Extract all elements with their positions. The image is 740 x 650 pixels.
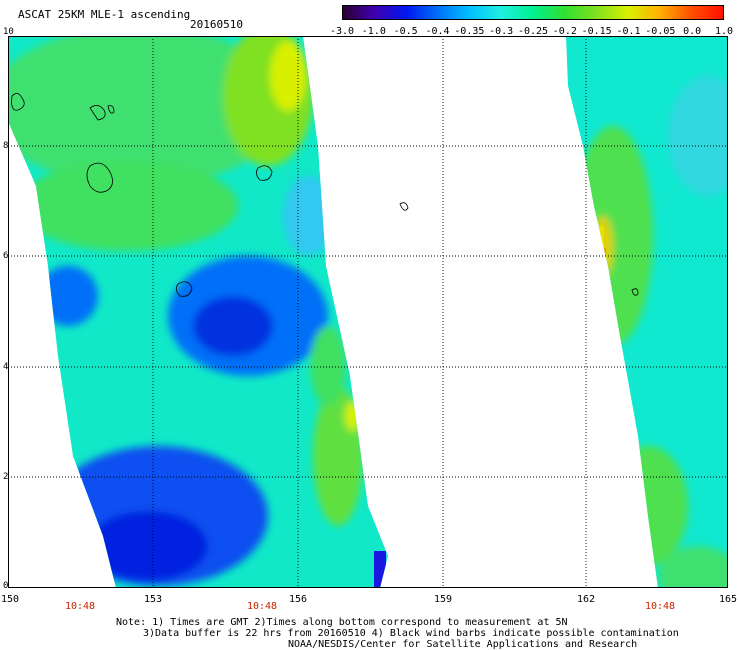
colorbar-tick-label: -0.35 [454, 26, 485, 37]
note-line-1: Note: 1) Times are GMT 2)Times along bot… [116, 617, 568, 628]
colorbar-tick-label: -0.5 [393, 26, 418, 37]
product-title: ASCAT 25KM MLE-1 ascending [18, 8, 191, 21]
colorbar-tick-label: -1.0 [361, 26, 386, 37]
colorbar-tick-label: -0.4 [425, 26, 450, 37]
lat-label-0: 0 [3, 581, 9, 591]
lon-label-156: 156 [288, 594, 308, 605]
lon-label-165: 165 [718, 594, 738, 605]
gmt-time-label: 10:48 [644, 601, 676, 612]
colorbar-tick-label: 1.0 [714, 26, 734, 37]
colorbar-tick-label: -0.05 [645, 26, 676, 37]
coastlines [11, 93, 639, 297]
swath-map [8, 36, 728, 588]
lat-label-8: 8 [3, 141, 9, 151]
map-frame [8, 36, 728, 588]
colorbar-tick-label: -0.3 [489, 26, 514, 37]
gmt-time-label: 10:48 [64, 601, 96, 612]
lat-label-2: 2 [3, 472, 9, 482]
lat-label-10: 10 [3, 27, 14, 37]
gmt-time-label: 10:48 [246, 601, 278, 612]
note-line-2: 3)Data buffer is 22 hrs from 20160510 4)… [143, 628, 679, 639]
lon-label-153: 153 [143, 594, 163, 605]
swath-left [8, 36, 388, 588]
lat-label-6: 6 [3, 251, 9, 261]
product-date: 20160510 [190, 18, 243, 31]
colorbar-tick-label: -0.25 [517, 26, 549, 37]
graticule [8, 36, 728, 588]
colorbar-tick-label: -0.2 [552, 26, 577, 37]
colorbar-tick-label: -0.1 [616, 26, 641, 37]
colorbar [342, 5, 724, 20]
colorbar-tick-label: 0.0 [683, 26, 702, 37]
lon-label-162: 162 [576, 594, 596, 605]
lat-label-4: 4 [3, 362, 9, 372]
colorbar-tick-label: -3.0 [329, 26, 355, 37]
lon-label-150: 150 [0, 594, 20, 605]
lon-label-159: 159 [433, 594, 453, 605]
note-line-3: NOAA/NESDIS/Center for Satellite Applica… [288, 639, 638, 650]
colorbar-tick-label: -0.15 [581, 26, 612, 37]
